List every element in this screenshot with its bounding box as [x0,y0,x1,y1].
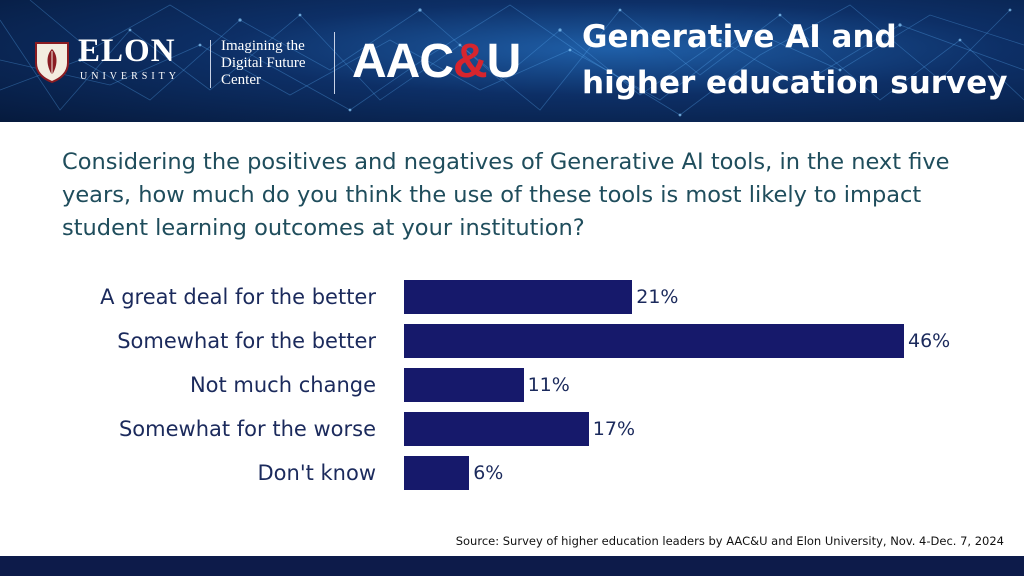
aacu-logo-left: AAC [352,35,454,88]
center-name: Imagining the Digital Future Center [221,38,306,89]
aacu-logo-right: U [486,35,522,88]
bar-chart: A great deal for the better 21% Somewhat f… [0,270,1024,500]
center-name-line: Digital Future [221,55,306,71]
logo-divider [210,40,211,88]
category-label: Somewhat for the worse [118,417,376,441]
elon-logo-subtext: UNIVERSITY [80,71,180,82]
value-label: 6% [473,462,504,484]
bar [404,456,470,490]
logo-divider [334,32,335,94]
page-title: Generative AI and higher education surve… [582,14,1008,106]
source-note: Source: Survey of higher education leade… [455,534,1004,548]
aacu-logo: AAC&U [352,34,522,90]
center-name-line: Imagining the [221,38,305,54]
category-label: Don't know [257,461,376,485]
value-label: 21% [636,286,679,308]
page-title-line: higher education survey [582,65,1008,101]
value-label: 46% [908,330,951,352]
value-label: 11% [527,374,570,396]
bar [404,324,904,358]
value-label: 17% [592,418,636,440]
bar [404,412,589,446]
network-background [0,0,1024,117]
aacu-logo-amp: & [453,35,488,88]
elon-logo-text: ELON [78,33,176,69]
center-name-line: Center [221,72,261,88]
category-label: Not much change [189,373,376,397]
bar [404,368,524,402]
category-label: Somewhat for the better [117,329,376,353]
survey-question: Considering the positives and negatives … [62,149,950,241]
category-label: A great deal for the better [100,285,376,309]
page-title-line: Generative AI and [582,19,897,55]
bar [404,280,633,314]
elon-shield-icon [35,42,69,83]
footer-bar [0,556,1024,576]
header-banner: ELON UNIVERSITY Imagining the Digital Fu… [0,0,1024,122]
